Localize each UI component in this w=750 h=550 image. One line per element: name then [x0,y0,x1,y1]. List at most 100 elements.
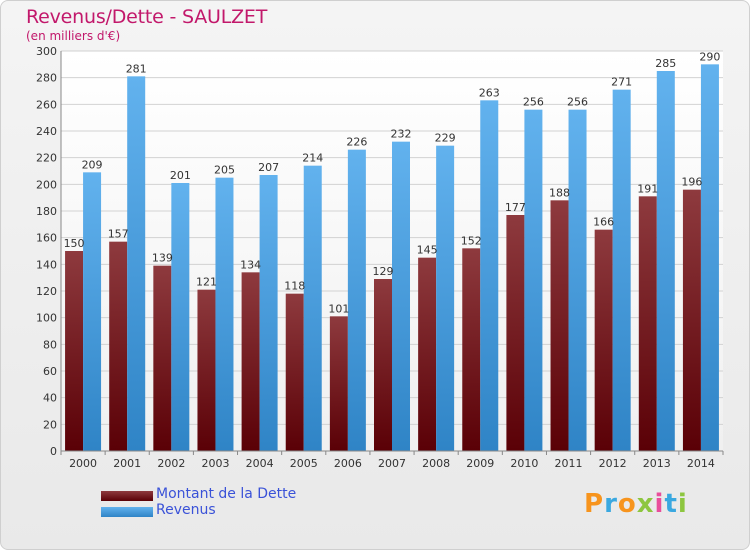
bar-dette [241,272,260,451]
x-tick-label: 2006 [334,457,362,470]
y-tick-label: 80 [43,338,57,351]
x-tick-label: 2005 [290,457,318,470]
data-label-revenus: 263 [479,86,500,99]
data-label-revenus: 205 [214,164,235,177]
data-label-dette: 129 [373,265,394,278]
bar-dette [65,251,84,451]
data-label-revenus: 226 [346,136,367,149]
bar-revenus [215,177,234,451]
y-tick-label: 60 [43,365,57,378]
y-tick-label: 300 [36,45,57,58]
bar-dette [462,248,481,451]
data-label-revenus: 214 [302,152,323,165]
logo-letter: t [664,489,678,519]
data-label-dette: 145 [417,244,438,257]
bar-dette [550,200,569,451]
data-label-dette: 177 [505,201,526,214]
data-label-revenus: 201 [170,169,191,182]
bar-dette [682,189,701,451]
bar-revenus [127,76,146,451]
data-label-dette: 191 [637,182,658,195]
bar-dette [374,279,392,451]
logo-letter: i [677,489,688,519]
legend-swatch-dette [101,491,153,501]
bar-dette [506,215,525,451]
data-label-revenus: 256 [567,96,588,109]
y-tick-label: 120 [36,285,57,298]
bar-revenus [347,149,366,451]
y-tick-label: 40 [43,392,57,405]
bar-revenus [303,165,322,451]
data-label-dette: 118 [284,280,305,293]
y-tick-label: 20 [43,418,57,431]
data-label-dette: 157 [108,228,129,241]
bar-dette [329,316,348,451]
bar-revenus [259,175,278,451]
x-tick-label: 2009 [466,457,494,470]
data-label-revenus: 285 [655,57,676,70]
x-tick-label: 2010 [510,457,538,470]
data-label-revenus: 271 [611,76,632,89]
x-tick-label: 2008 [422,457,450,470]
legend-label-dette: Montant de la Dette [156,486,297,502]
x-tick-label: 2011 [555,457,583,470]
data-label-dette: 166 [593,216,614,229]
x-tick-label: 2003 [201,457,229,470]
y-tick-label: 160 [36,232,57,245]
bar-dette [418,257,437,451]
data-label-revenus: 229 [435,132,456,145]
data-label-revenus: 281 [126,62,147,75]
data-label-dette: 139 [152,252,173,265]
x-tick-label: 2007 [378,457,406,470]
x-tick-label: 2002 [157,457,185,470]
bar-dette [153,265,172,451]
logo-letter: x [636,489,655,519]
bar-revenus [83,172,102,452]
logo-letter: o [617,489,637,519]
data-label-revenus: 290 [699,50,720,63]
bar-dette [109,241,128,451]
logo-letter: r [604,489,618,519]
y-tick-label: 140 [36,258,57,271]
data-label-dette: 121 [196,276,217,289]
logo-letter: P [584,489,605,519]
legend-swatch-revenus [101,507,153,517]
y-tick-label: 180 [36,205,57,218]
y-tick-label: 100 [36,312,57,325]
y-tick-label: 200 [36,178,57,191]
y-tick-label: 240 [36,125,57,138]
y-tick-label: 0 [50,445,57,458]
bar-revenus [656,71,675,451]
bar-dette [285,293,304,451]
x-tick-label: 2000 [69,457,97,470]
bar-revenus [700,64,719,452]
data-label-dette: 101 [328,302,349,315]
data-label-dette: 196 [681,176,702,189]
bar-dette [594,229,613,451]
y-tick-label: 280 [36,72,57,85]
x-tick-label: 2012 [599,457,627,470]
data-label-dette: 150 [64,237,85,250]
bar-revenus [171,183,190,451]
data-label-dette: 134 [240,258,261,271]
legend-label-revenus: Revenus [156,502,216,518]
data-label-revenus: 209 [82,158,103,171]
y-tick-label: 260 [36,98,57,111]
bar-dette [197,289,216,451]
data-label-revenus: 256 [523,96,544,109]
bar-revenus [612,89,631,452]
data-label-dette: 152 [461,234,482,247]
bar-revenus [524,109,543,452]
bar-revenus [392,141,410,451]
data-label-revenus: 232 [391,128,412,141]
proxiti-logo: Proxiti [584,489,688,519]
chart-subtitle: (en milliers d'€) [26,29,121,43]
bar-revenus [436,145,455,451]
y-tick-label: 220 [36,152,57,165]
x-tick-label: 2013 [643,457,671,470]
data-label-dette: 188 [549,186,570,199]
bar-dette [638,196,657,451]
x-tick-label: 2014 [687,457,715,470]
